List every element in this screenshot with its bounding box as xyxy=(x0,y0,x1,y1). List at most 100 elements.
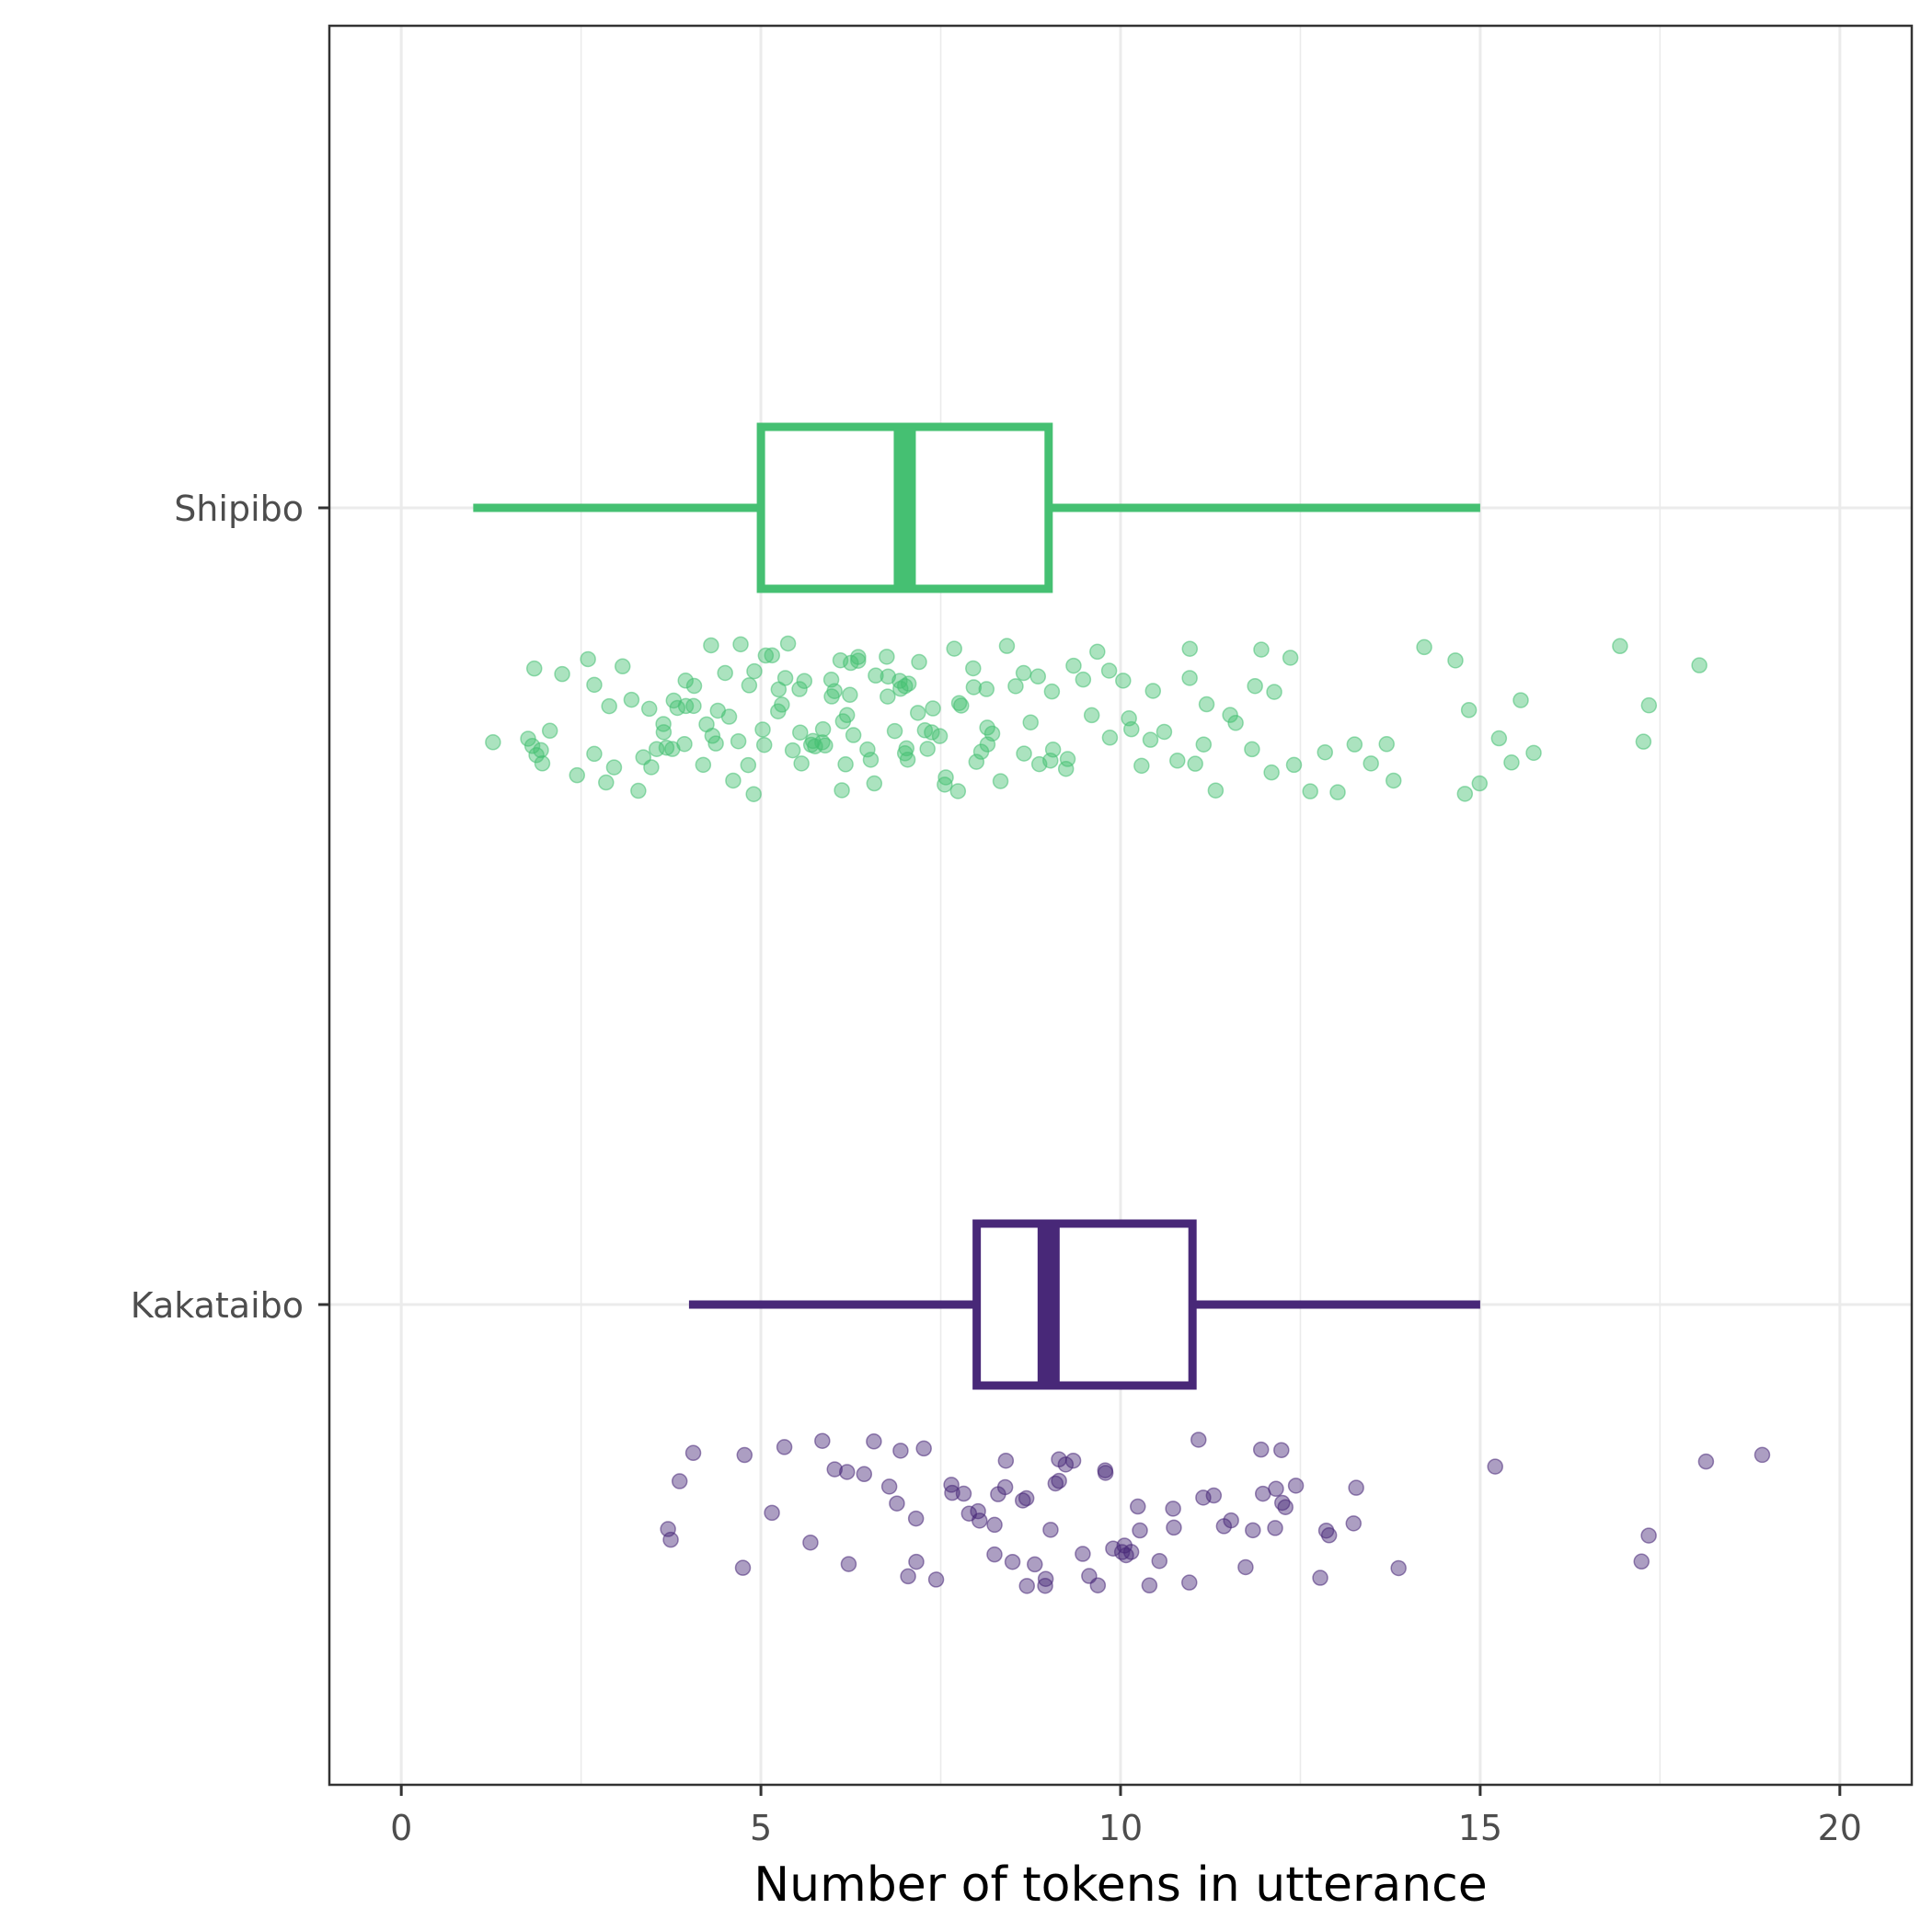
data-point xyxy=(741,677,758,694)
data-point xyxy=(931,728,949,744)
data-point xyxy=(1027,1556,1043,1573)
data-point xyxy=(796,673,813,689)
data-point xyxy=(525,660,543,677)
data-point xyxy=(732,636,749,653)
series-shipibo xyxy=(473,422,1708,802)
data-point xyxy=(823,688,840,705)
data-point xyxy=(658,739,675,756)
data-point xyxy=(850,649,867,665)
data-point xyxy=(1166,1519,1182,1536)
data-point xyxy=(944,1484,960,1501)
data-point xyxy=(764,647,781,664)
data-point xyxy=(669,699,686,717)
data-point xyxy=(554,665,570,683)
data-point xyxy=(534,755,551,772)
data-point xyxy=(866,1433,882,1450)
data-point xyxy=(695,756,712,774)
data-point xyxy=(1222,707,1238,723)
x-tick-label: 15 xyxy=(1458,1808,1502,1848)
data-point xyxy=(1022,714,1039,730)
data-point xyxy=(784,742,801,759)
data-point xyxy=(826,1461,843,1478)
data-point xyxy=(1348,1479,1364,1496)
data-point xyxy=(978,681,995,697)
data-point xyxy=(1525,744,1542,762)
data-point xyxy=(986,1546,1003,1563)
x-axis-title: Number of tokens in utterance xyxy=(753,1857,1488,1913)
data-layer xyxy=(473,422,1771,1594)
data-point xyxy=(1064,1452,1082,1469)
data-point xyxy=(614,658,631,675)
data-point xyxy=(965,679,983,696)
data-point xyxy=(598,774,615,791)
data-point xyxy=(915,1440,932,1457)
data-point xyxy=(998,638,1016,654)
data-point xyxy=(779,635,797,652)
data-point xyxy=(1018,1489,1035,1507)
data-point xyxy=(745,786,762,802)
data-point xyxy=(907,1510,925,1527)
data-point xyxy=(1130,1498,1146,1515)
data-point xyxy=(1089,643,1106,661)
data-point xyxy=(1490,730,1508,747)
data-point xyxy=(671,1473,688,1489)
data-point xyxy=(707,735,724,752)
data-point xyxy=(1612,638,1628,655)
data-point xyxy=(1247,677,1263,695)
data-point xyxy=(986,1516,1003,1534)
data-point xyxy=(740,756,757,774)
data-point xyxy=(1268,1480,1284,1498)
grid xyxy=(329,26,1912,1785)
data-point xyxy=(1253,641,1270,658)
data-point xyxy=(992,773,1009,789)
data-point xyxy=(900,675,917,692)
data-point xyxy=(838,1464,856,1480)
data-point xyxy=(746,662,763,680)
data-point xyxy=(1083,707,1100,724)
data-point xyxy=(1181,640,1199,657)
data-point xyxy=(1169,753,1186,769)
data-point xyxy=(946,640,962,657)
data-point xyxy=(776,1439,793,1455)
data-point xyxy=(925,700,941,717)
data-point xyxy=(1016,745,1032,762)
data-point xyxy=(774,696,790,713)
data-point xyxy=(1133,757,1150,775)
data-point xyxy=(859,741,876,758)
data-point xyxy=(1223,1512,1239,1529)
data-point xyxy=(1075,671,1092,688)
data-point xyxy=(1312,1570,1328,1586)
data-point xyxy=(1447,652,1464,669)
data-point xyxy=(892,1443,909,1459)
data-point xyxy=(1015,664,1032,682)
data-point xyxy=(937,769,954,786)
data-point xyxy=(754,721,771,738)
data-point xyxy=(949,783,967,799)
data-point xyxy=(1346,736,1363,753)
data-point xyxy=(1181,670,1198,686)
data-point xyxy=(1075,1546,1091,1562)
data-point xyxy=(541,722,558,740)
data-point xyxy=(838,707,856,724)
data-point xyxy=(684,1444,702,1462)
data-point xyxy=(943,1477,960,1493)
data-point xyxy=(911,653,927,671)
data-point xyxy=(1059,751,1076,767)
data-point xyxy=(655,716,672,732)
data-point xyxy=(1007,678,1024,695)
data-point xyxy=(845,727,862,743)
data-point xyxy=(1263,764,1280,781)
data-point xyxy=(1363,755,1379,772)
data-point xyxy=(886,722,903,740)
x-tick-label: 10 xyxy=(1098,1808,1143,1848)
data-point xyxy=(1245,1522,1261,1539)
data-point xyxy=(655,724,673,741)
data-point xyxy=(1198,696,1215,713)
data-point xyxy=(1317,1522,1335,1539)
data-point xyxy=(814,1432,831,1449)
data-point xyxy=(1345,1515,1363,1532)
data-point xyxy=(1633,1553,1650,1570)
data-point xyxy=(950,695,968,711)
data-point xyxy=(1115,673,1132,689)
data-point xyxy=(834,782,850,799)
